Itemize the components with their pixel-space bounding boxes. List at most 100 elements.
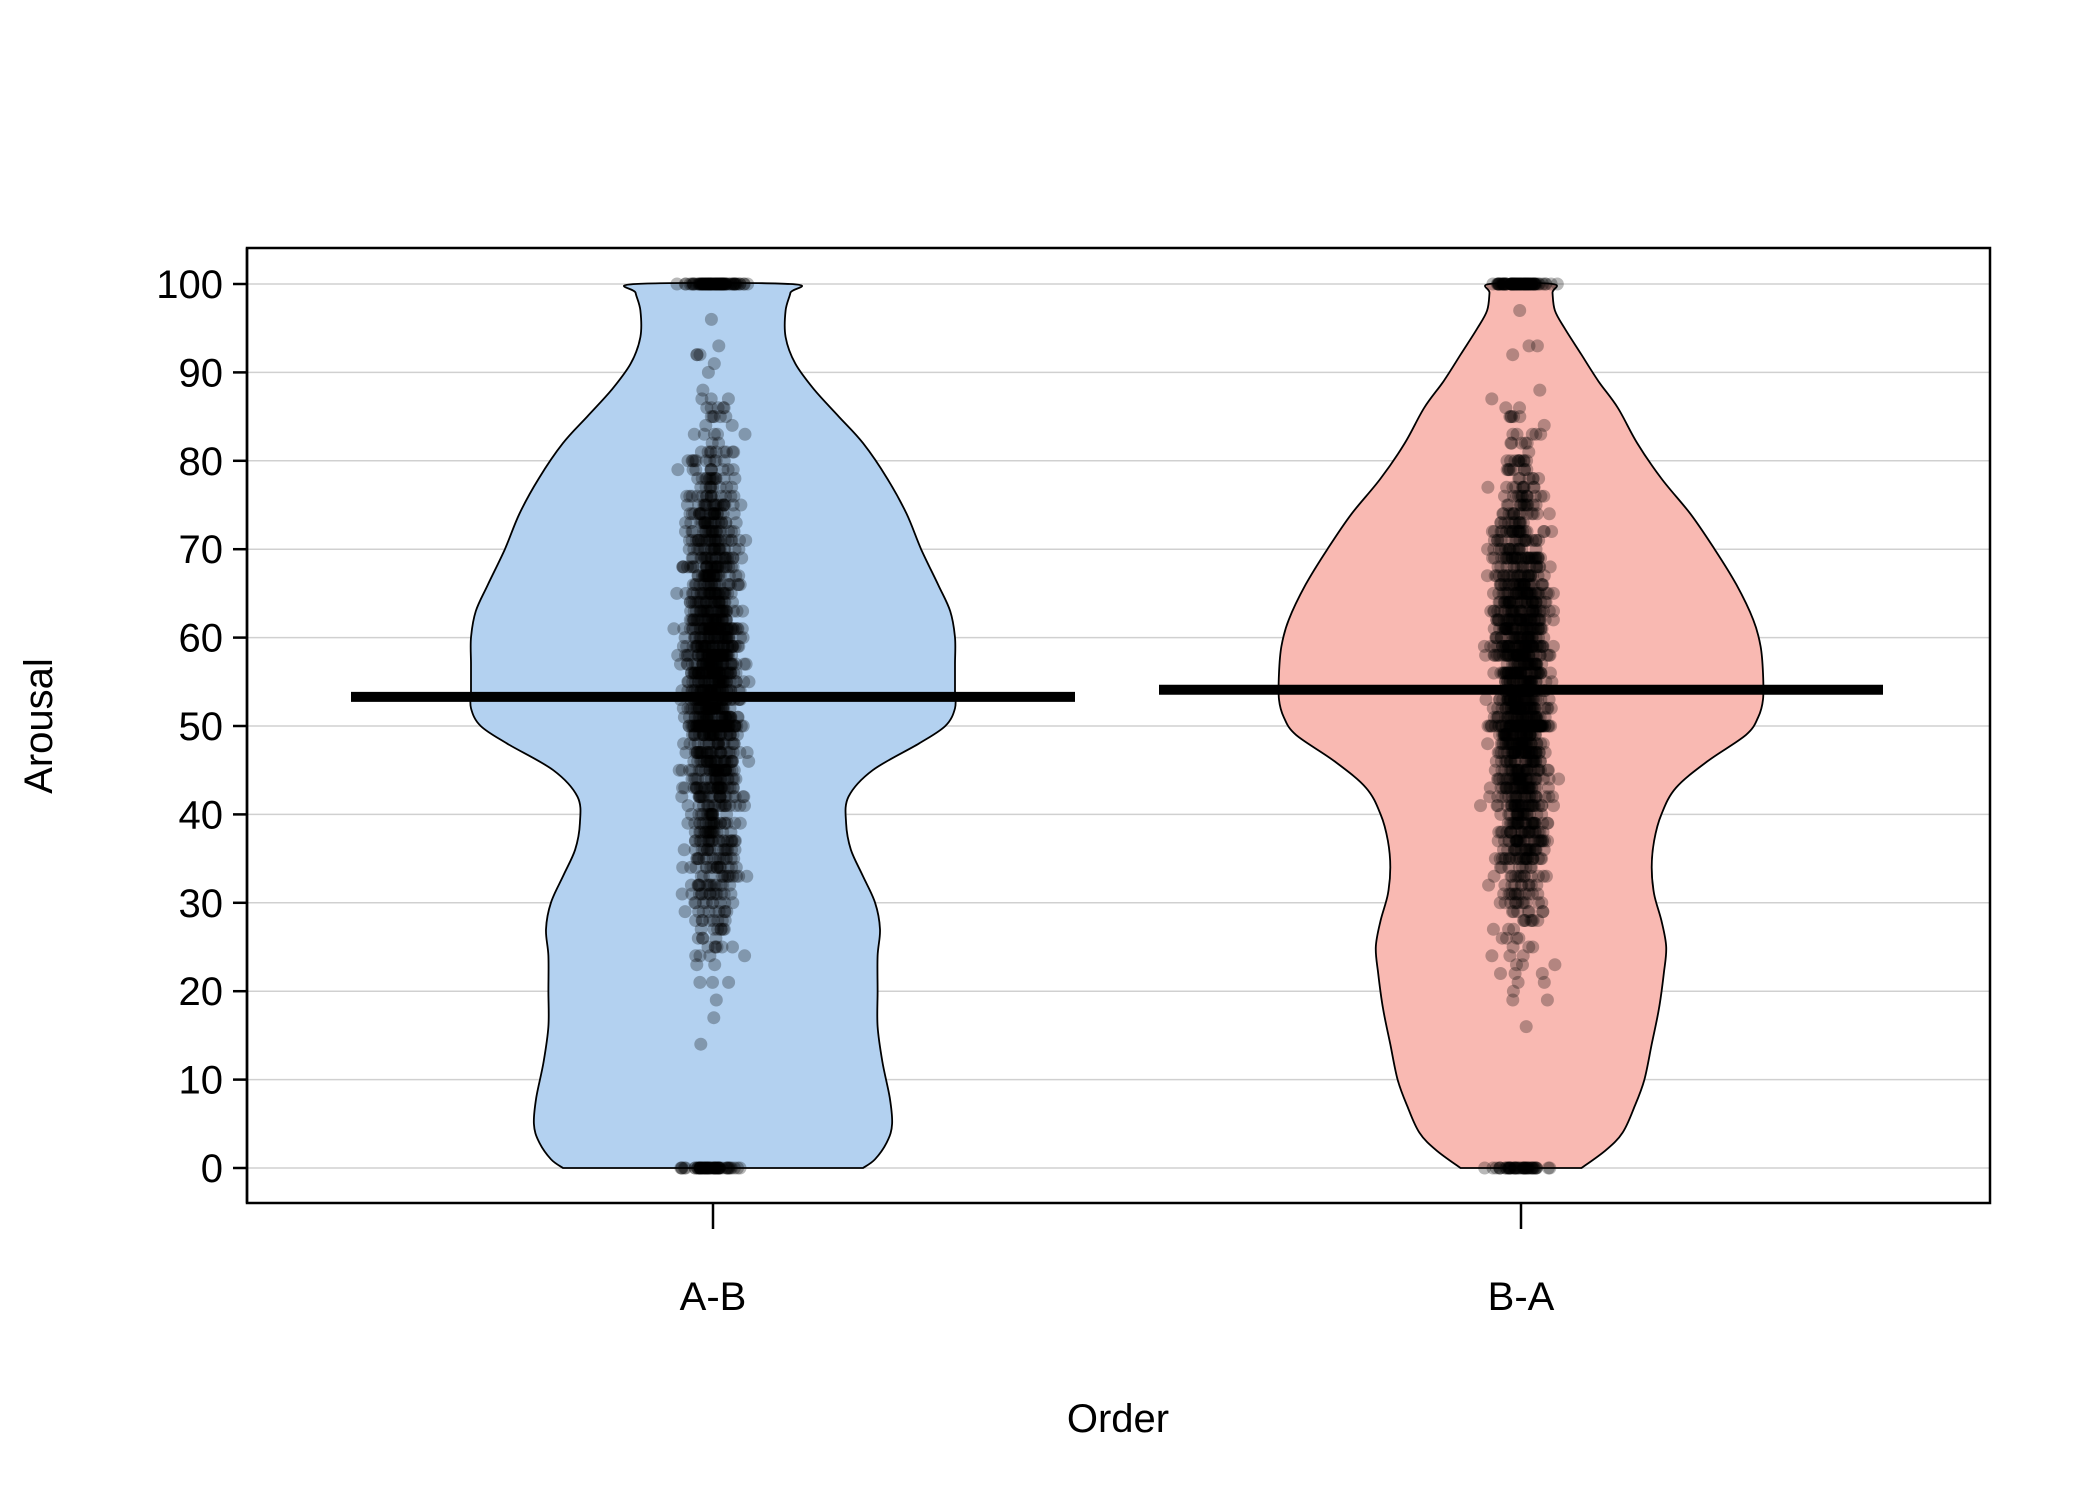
data-point: [714, 772, 728, 786]
data-point: [709, 525, 722, 538]
data-point: [713, 578, 727, 592]
data-point: [692, 878, 706, 892]
data-point: [697, 754, 711, 768]
data-point: [1486, 1161, 1500, 1175]
data-point: [699, 277, 713, 291]
data-point: [698, 516, 711, 530]
data-point: [706, 648, 720, 662]
data-point: [1501, 631, 1515, 645]
data-point: [1514, 595, 1528, 609]
data-point: [695, 516, 709, 530]
data-point: [719, 852, 733, 866]
data-point: [710, 578, 724, 592]
data-point: [692, 763, 706, 777]
data-point: [706, 507, 720, 521]
data-point: [694, 834, 708, 848]
data-point: [707, 1011, 721, 1025]
data-point: [709, 498, 723, 512]
data-point: [693, 1161, 707, 1175]
data-point: [726, 869, 740, 883]
data-point: [687, 666, 701, 680]
data-point: [697, 719, 711, 733]
data-point: [697, 719, 710, 733]
data-point: [726, 560, 740, 574]
data-point: [703, 843, 717, 857]
data-point: [687, 781, 701, 795]
data-point: [717, 498, 731, 512]
data-point: [708, 1161, 722, 1175]
data-point: [1505, 277, 1519, 291]
data-point: [713, 719, 727, 733]
data-point: [697, 542, 711, 556]
data-point: [703, 277, 716, 291]
data-point: [1515, 746, 1529, 759]
data-point: [708, 277, 722, 291]
data-point: [714, 277, 728, 291]
data-point: [701, 578, 715, 592]
data-point: [702, 675, 716, 689]
data-point: [700, 710, 714, 724]
data-point: [1513, 304, 1527, 317]
data-point: [1485, 392, 1499, 406]
data-point: [702, 701, 716, 715]
data-point: [707, 816, 721, 830]
data-point: [720, 763, 734, 777]
data-point: [690, 586, 704, 600]
data-point: [705, 631, 719, 645]
data-point: [688, 666, 702, 680]
data-point: [717, 781, 731, 795]
data-point: [690, 639, 704, 653]
data-point: [707, 516, 721, 530]
data-point: [712, 728, 726, 742]
data-point: [1494, 781, 1508, 795]
data-point: [700, 657, 714, 671]
data-point: [696, 277, 710, 291]
data-point: [739, 657, 753, 671]
data-point: [703, 754, 717, 768]
data-point: [723, 666, 737, 680]
data-point: [732, 869, 746, 883]
data-point: [1524, 693, 1538, 706]
data-point: [718, 586, 732, 600]
data-point: [694, 533, 708, 547]
data-point: [728, 472, 742, 485]
data-point: [1499, 622, 1513, 636]
data-point: [690, 781, 704, 795]
data-point: [712, 666, 726, 680]
data-point: [713, 790, 727, 804]
data-point: [719, 799, 733, 813]
data-point: [1514, 666, 1528, 680]
data-point: [703, 825, 717, 839]
data-point: [700, 551, 714, 565]
data-point: [693, 631, 707, 645]
data-point: [707, 710, 721, 724]
data-point: [705, 525, 719, 538]
data-point: [723, 728, 737, 742]
data-point: [704, 719, 718, 733]
data-point: [704, 622, 718, 636]
data-point: [694, 631, 707, 645]
data-point: [702, 807, 716, 821]
violin-A-B: [469, 281, 957, 1169]
data-point: [703, 825, 717, 839]
data-point: [702, 799, 716, 813]
data-point: [699, 569, 713, 583]
data-point: [704, 312, 718, 326]
data-point: [693, 728, 706, 742]
data-point: [710, 507, 724, 521]
data-point: [690, 348, 704, 362]
data-point: [1525, 710, 1538, 724]
data-point: [712, 719, 726, 733]
data-point: [708, 701, 722, 715]
data-point: [1501, 622, 1515, 636]
data-point: [694, 675, 708, 689]
data-point: [1524, 799, 1538, 813]
data-point: [714, 763, 728, 777]
data-point: [736, 631, 750, 645]
data-point: [1499, 701, 1512, 715]
data-point: [721, 533, 735, 547]
data-point: [723, 639, 737, 653]
data-point: [706, 507, 720, 521]
data-point: [1509, 586, 1523, 600]
data-point: [727, 737, 741, 751]
